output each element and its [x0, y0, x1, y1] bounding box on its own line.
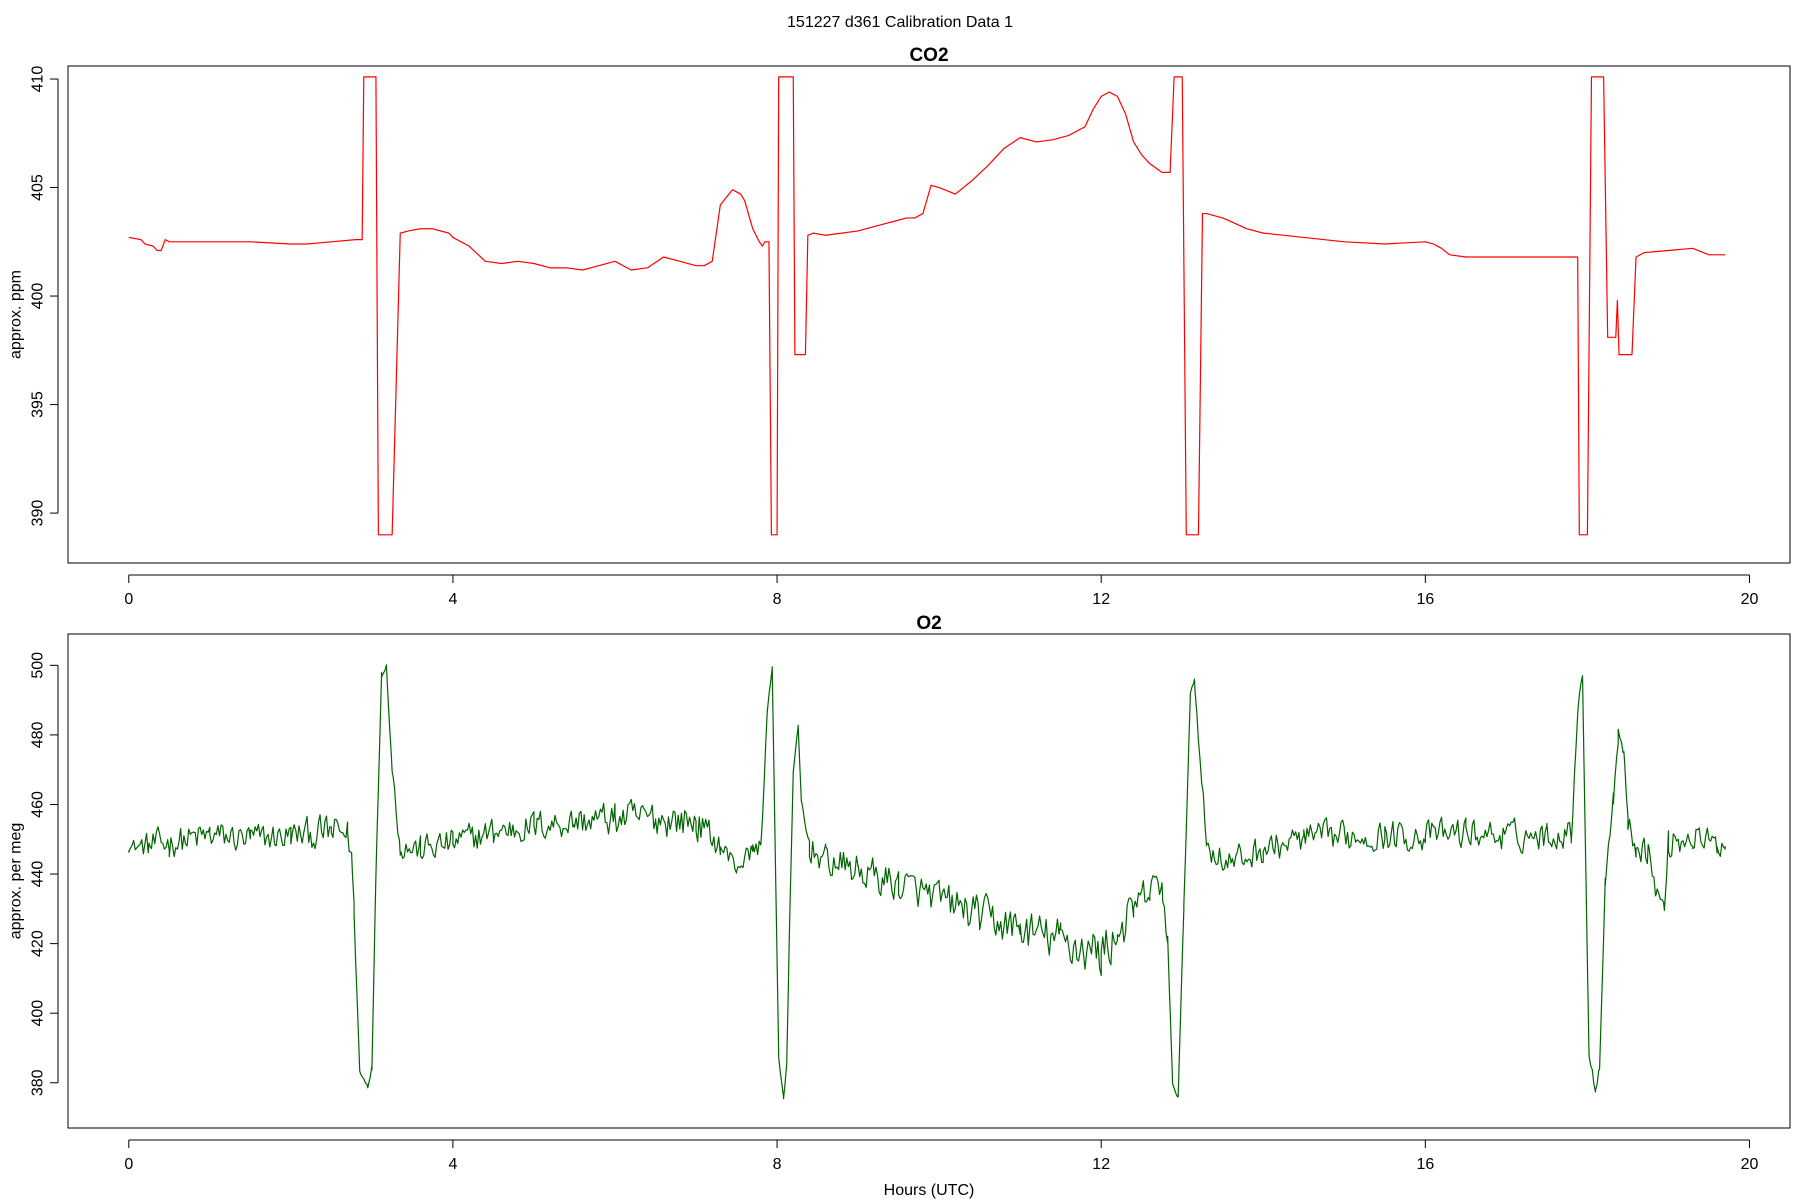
x-tick-label: 20 [1741, 591, 1759, 608]
y-tick-label: 395 [30, 391, 47, 418]
series-line [128, 76, 1726, 536]
y-tick-label: 400 [30, 283, 47, 310]
x-tick-label: 8 [773, 1156, 782, 1173]
panel-title: CO2 [909, 45, 948, 66]
y-tick-label: 380 [30, 1069, 47, 1096]
o2-panel: O2 0 4 8 12 16 20 380 400 420 440 460 480 500 approx. … [8, 613, 1791, 1199]
y-tick-label: 480 [30, 721, 47, 748]
y-axis-label: approx. ppm [8, 270, 25, 359]
y-tick-label: 400 [30, 1000, 47, 1027]
x-tick-label: 16 [1416, 591, 1434, 608]
panel-title: O2 [916, 613, 941, 634]
y-tick-label: 460 [30, 791, 47, 818]
x-tick-label: 12 [1092, 1156, 1110, 1173]
figure-suptitle: 151227 d361 Calibration Data 1 [787, 14, 1013, 31]
y-tick-label: 440 [30, 861, 47, 888]
y-axis-label: approx. per meg [8, 823, 25, 940]
plot-frame [67, 633, 1791, 1129]
x-tick-label: 12 [1092, 591, 1110, 608]
y-tick-label: 390 [30, 500, 47, 527]
x-tick-label: 8 [773, 591, 782, 608]
y-tick-label: 405 [30, 174, 47, 201]
x-axis-label: Hours (UTC) [884, 1182, 975, 1199]
co2-panel: CO2 0 4 8 12 16 20 390 395 400 405 410 approx. ppm [8, 45, 1791, 608]
x-tick-label: 16 [1416, 1156, 1434, 1173]
x-tick-label: 4 [448, 591, 457, 608]
y-tick-label: 500 [30, 652, 47, 679]
x-tick-label: 20 [1741, 1156, 1759, 1173]
series-line [128, 664, 1726, 1100]
x-tick-label: 0 [124, 591, 133, 608]
plot-frame [67, 65, 1791, 564]
x-tick-label: 0 [124, 1156, 133, 1173]
y-tick-label: 410 [30, 66, 47, 93]
y-tick-label: 420 [30, 930, 47, 957]
x-tick-label: 4 [448, 1156, 457, 1173]
